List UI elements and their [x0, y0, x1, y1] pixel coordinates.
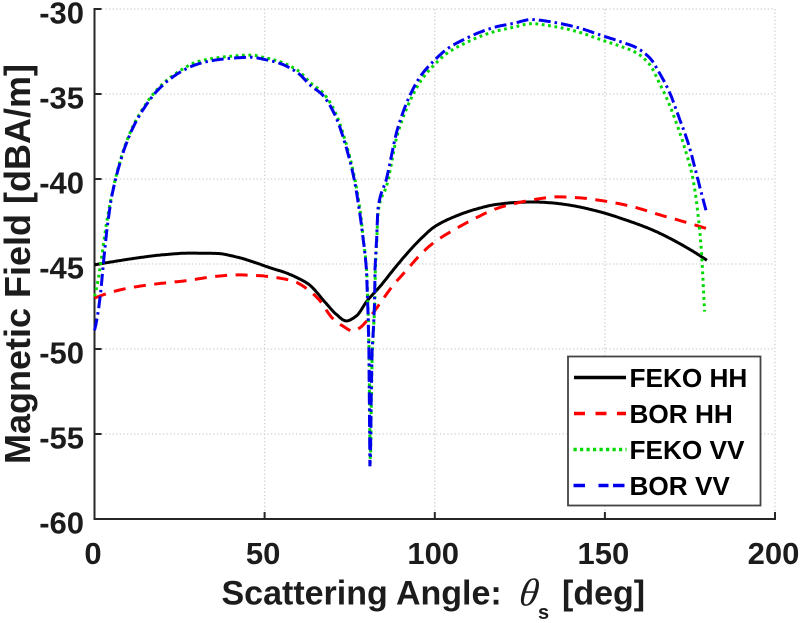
svg-text:0: 0 [84, 536, 101, 571]
svg-text:-45: -45 [39, 251, 84, 286]
svg-text:Magnetic Field [dBA/m]: Magnetic Field [dBA/m] [0, 64, 38, 464]
svg-text:-50: -50 [39, 336, 84, 371]
svg-text:-30: -30 [39, 0, 84, 31]
svg-text:200: 200 [748, 536, 800, 571]
svg-text:BOR VV: BOR VV [630, 471, 731, 501]
svg-text:50: 50 [246, 536, 280, 571]
svg-text:150: 150 [578, 536, 630, 571]
svg-text:s: s [538, 602, 549, 623]
svg-text:100: 100 [407, 536, 459, 571]
svg-text:FEKO HH: FEKO HH [630, 363, 748, 393]
svg-text:BOR HH: BOR HH [630, 399, 733, 429]
svg-text:[deg]: [deg] [562, 575, 645, 613]
svg-text:-35: -35 [39, 81, 84, 116]
svg-text:-60: -60 [39, 506, 84, 541]
svg-text:-55: -55 [39, 421, 84, 456]
svg-text:-40: -40 [39, 166, 84, 201]
svg-text:Scattering Angle:: Scattering Angle: [222, 575, 502, 613]
svg-text:FEKO VV: FEKO VV [630, 435, 745, 465]
